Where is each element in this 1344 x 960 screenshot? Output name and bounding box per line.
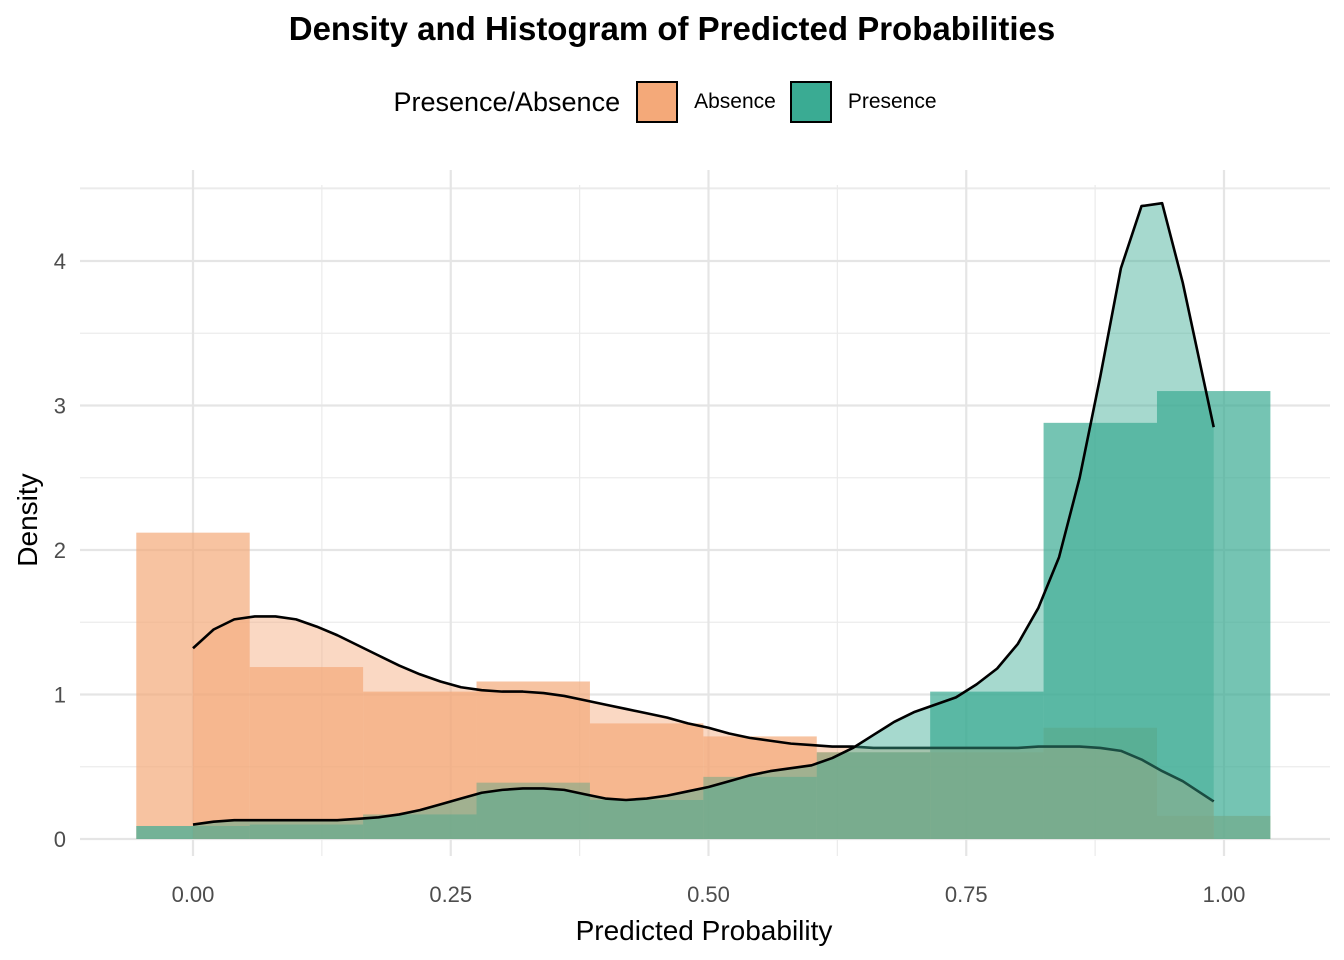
y-tick-label: 0 (54, 827, 66, 852)
histogram-bar-presence (703, 776, 817, 839)
histogram-bar-presence (136, 825, 250, 839)
histogram-bar-presence (1156, 391, 1271, 839)
legend-title: Presence/Absence (393, 86, 621, 117)
y-tick-label: 3 (54, 394, 66, 419)
x-axis-title: Predicted Probability (576, 915, 833, 946)
histogram-bar-absence (136, 532, 250, 839)
x-tick-label: 0.25 (429, 882, 472, 907)
histogram-bars (136, 391, 1271, 839)
density-line-absence (192, 615, 1215, 803)
legend-label-presence: Presence (847, 90, 937, 113)
x-tick-label: 0.00 (172, 882, 215, 907)
chart-title: Density and Histogram of Predicted Proba… (288, 10, 1056, 47)
x-tick-label: 0.75 (945, 882, 988, 907)
x-tick-label: 1.00 (1203, 882, 1246, 907)
y-tick-label: 2 (54, 538, 66, 563)
legend-item-presence: Presence (789, 81, 937, 123)
tick-labels: 0.00 0.25 0.50 0.75 1.00 0 1 2 3 4 (54, 249, 1246, 907)
legend-key-absence (636, 81, 679, 123)
density-area-presence (193, 203, 1214, 839)
y-tick-label: 4 (54, 249, 66, 274)
histogram-bar-presence (589, 799, 704, 839)
density-curves (192, 201, 1215, 839)
y-tick-label: 1 (54, 683, 66, 708)
x-tick-label: 0.50 (687, 882, 730, 907)
histogram-bar-presence (816, 752, 931, 839)
histogram-bar-presence (1043, 422, 1157, 839)
histogram-bar-presence (249, 824, 364, 839)
legend-label-absence: Absence (694, 90, 776, 113)
histogram-bar-absence (249, 667, 364, 839)
histogram-bar-presence (930, 691, 1044, 839)
legend-item-absence: Absence (636, 81, 776, 123)
histogram-bar-presence (363, 814, 477, 839)
y-axis-title: Density (12, 473, 43, 566)
legend-key-presence (789, 81, 832, 123)
legend: Presence/Absence Absence Presence (0, 78, 1344, 126)
density-line-presence (192, 201, 1215, 826)
